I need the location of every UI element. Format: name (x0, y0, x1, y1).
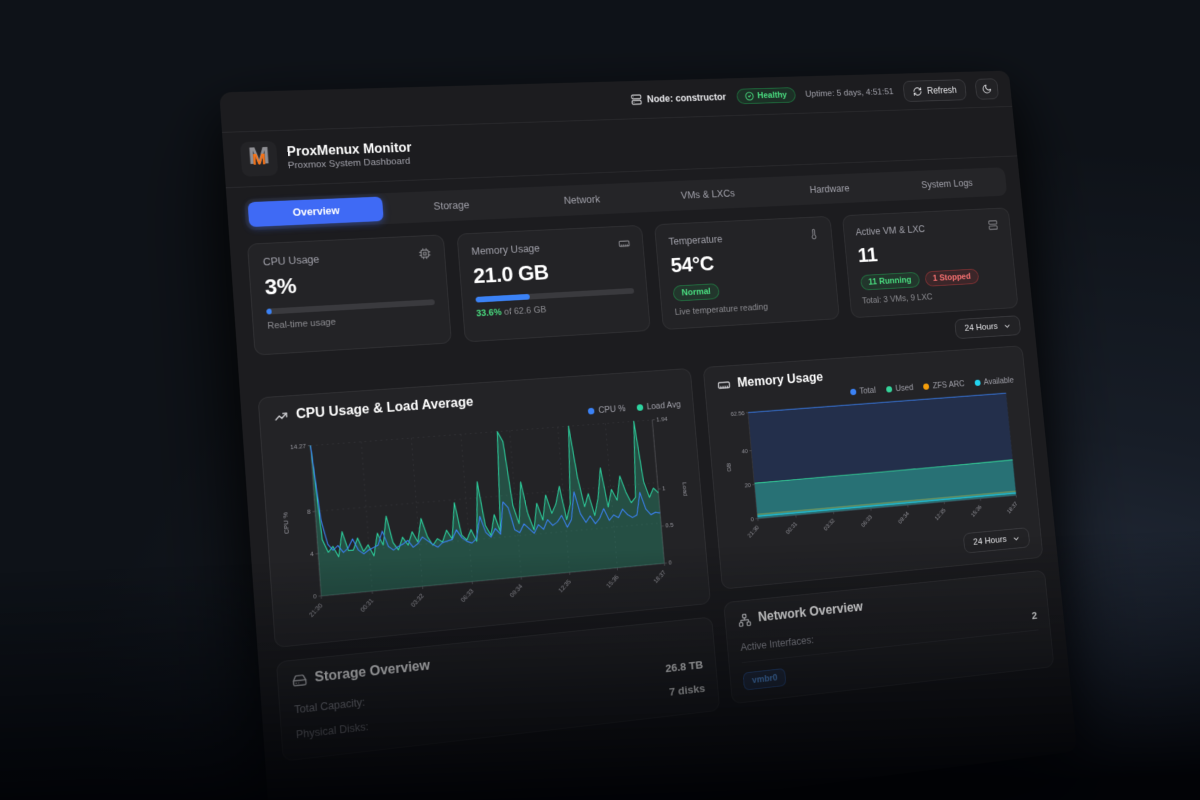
interface-badge: vmbr0 (742, 668, 787, 691)
thermometer-icon (807, 228, 819, 240)
memory-card-title: Memory Usage (470, 242, 541, 257)
chevron-down-icon (1003, 321, 1012, 330)
temperature-card: Temperature 54°C Normal Live temperature… (654, 215, 840, 330)
cpu-progress-fill (266, 308, 272, 315)
tab-hardware[interactable]: Hardware (809, 182, 850, 196)
svg-text:12:35: 12:35 (935, 508, 948, 522)
svg-text:4: 4 (310, 552, 315, 559)
svg-text:15:36: 15:36 (606, 574, 621, 590)
svg-text:0: 0 (751, 517, 755, 523)
moon-icon (981, 84, 992, 95)
temperature-card-title: Temperature (668, 233, 723, 247)
svg-text:1.94: 1.94 (656, 417, 668, 424)
stopped-badge: 1 Stopped (924, 268, 980, 287)
memory-chart-title: Memory Usage (736, 370, 824, 391)
server-icon (630, 94, 642, 105)
cpu-usage-card: CPU Usage 3% Real-time usage (247, 234, 452, 356)
temperature-status-badge: Normal (672, 283, 720, 302)
cpu-icon (418, 247, 431, 260)
svg-text:0: 0 (668, 561, 672, 567)
vm-count-value: 11 (856, 242, 879, 267)
svg-text:09:34: 09:34 (898, 511, 911, 526)
dashboard-page: Node: constructor Healthy Uptime: 5 days… (219, 70, 1078, 800)
main-grid: CPU Usage & Load Average CPU % Load Avg 2… (257, 345, 1055, 762)
svg-text:00:31: 00:31 (786, 521, 799, 536)
memory-chart-icon (717, 378, 731, 392)
check-circle-icon (744, 91, 754, 100)
time-range-select[interactable]: 24 Hours (954, 315, 1022, 340)
proxmenux-logo: M M (239, 140, 279, 177)
refresh-icon (912, 86, 922, 96)
svg-text:18:37: 18:37 (1007, 501, 1020, 515)
servers-icon (987, 219, 999, 231)
svg-text:40: 40 (742, 449, 749, 455)
tab-overview[interactable]: Overview (247, 196, 384, 228)
cpu-load-chart: 21:30 00:31 03:32 06:33 09:34 12:35 15:36 18:37… (282, 417, 688, 619)
memory-chart-card: Memory Usage Total Used ZFS ARC Available 2… (702, 345, 1044, 590)
svg-text:14.27: 14.27 (290, 444, 307, 451)
svg-text:8: 8 (307, 510, 312, 517)
svg-text:21:30: 21:30 (747, 524, 761, 539)
svg-text:03:32: 03:32 (823, 518, 836, 532)
legend-item: Total (849, 386, 876, 397)
temperature-caption: Live temperature reading (674, 302, 769, 318)
health-badge: Healthy (735, 87, 796, 105)
memory-caption: 33.6% of 62.6 GB (475, 305, 547, 319)
svg-text:06:33: 06:33 (460, 588, 476, 604)
hard-drive-icon (292, 672, 308, 688)
svg-text:12:35: 12:35 (558, 579, 573, 595)
svg-text:06:33: 06:33 (861, 514, 874, 528)
node-indicator: Node: constructor (630, 91, 727, 106)
tab-vms-lxcs[interactable]: VMs & LXCs (680, 187, 736, 202)
network-title: Network Overview (757, 600, 864, 625)
memory-icon (618, 237, 631, 249)
svg-text:00:31: 00:31 (360, 598, 376, 614)
svg-text:15:36: 15:36 (971, 504, 984, 518)
node-label: Node: constructor (646, 91, 727, 105)
svg-text:0.5: 0.5 (665, 523, 674, 530)
network-overview-card: Network Overview Active Interfaces: 2 vmb… (723, 569, 1055, 705)
svg-text:CPU %: CPU % (282, 511, 291, 534)
svg-text:1: 1 (662, 487, 666, 493)
memory-time-range-select[interactable]: 24 Hours (963, 527, 1031, 554)
svg-text:20: 20 (745, 483, 752, 489)
chevron-down-icon (1012, 534, 1021, 543)
legend-item: CPU % (587, 404, 626, 416)
svg-text:21:30: 21:30 (309, 602, 325, 618)
svg-text:GB: GB (726, 463, 733, 472)
cpu-card-title: CPU Usage (262, 253, 320, 268)
legend-item: Used (885, 383, 914, 394)
network-icon (738, 612, 752, 627)
memory-progress-fill (474, 293, 530, 303)
svg-text:0: 0 (313, 594, 318, 601)
svg-text:Load: Load (680, 482, 688, 497)
svg-text:62.56: 62.56 (731, 411, 745, 418)
tab-system-logs[interactable]: System Logs (920, 177, 974, 191)
tab-network[interactable]: Network (563, 193, 601, 207)
running-badge: 11 Running (859, 271, 921, 291)
left-column: CPU Usage & Load Average CPU % Load Avg 2… (257, 367, 721, 762)
storage-title: Storage Overview (314, 658, 431, 686)
theme-toggle-button[interactable] (974, 78, 999, 100)
active-vm-card: Active VM & LXC 11 11 Running 1 Stopped … (841, 207, 1019, 319)
refresh-button[interactable]: Refresh (902, 79, 967, 103)
svg-text:18:37: 18:37 (653, 569, 668, 585)
uptime-text: Uptime: 5 days, 4:51:51 (804, 87, 894, 100)
cpu-caption: Real-time usage (267, 317, 337, 332)
memory-usage-card: Memory Usage 21.0 GB 33.6% of 62.6 GB (456, 224, 651, 343)
temperature-value: 54°C (669, 251, 715, 278)
svg-text:09:34: 09:34 (510, 583, 525, 599)
memory-value: 21.0 GB (472, 259, 550, 289)
vm-card-title: Active VM & LXC (855, 223, 926, 238)
vm-caption: Total: 3 VMs, 9 LXC (861, 292, 933, 306)
cpu-value: 3% (263, 273, 297, 300)
memory-chart: 21:30 00:31 03:32 06:33 09:34 12:35 15:36 18:37… (726, 386, 1020, 539)
tab-storage[interactable]: Storage (433, 199, 470, 213)
svg-text:03:32: 03:32 (410, 593, 426, 609)
right-column: Memory Usage Total Used ZFS ARC Available 2… (702, 345, 1055, 705)
cpu-load-chart-card: CPU Usage & Load Average CPU % Load Avg 2… (257, 367, 712, 648)
trending-up-icon (273, 408, 289, 423)
